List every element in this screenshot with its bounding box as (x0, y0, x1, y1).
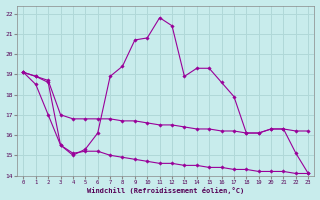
X-axis label: Windchill (Refroidissement éolien,°C): Windchill (Refroidissement éolien,°C) (87, 187, 244, 194)
